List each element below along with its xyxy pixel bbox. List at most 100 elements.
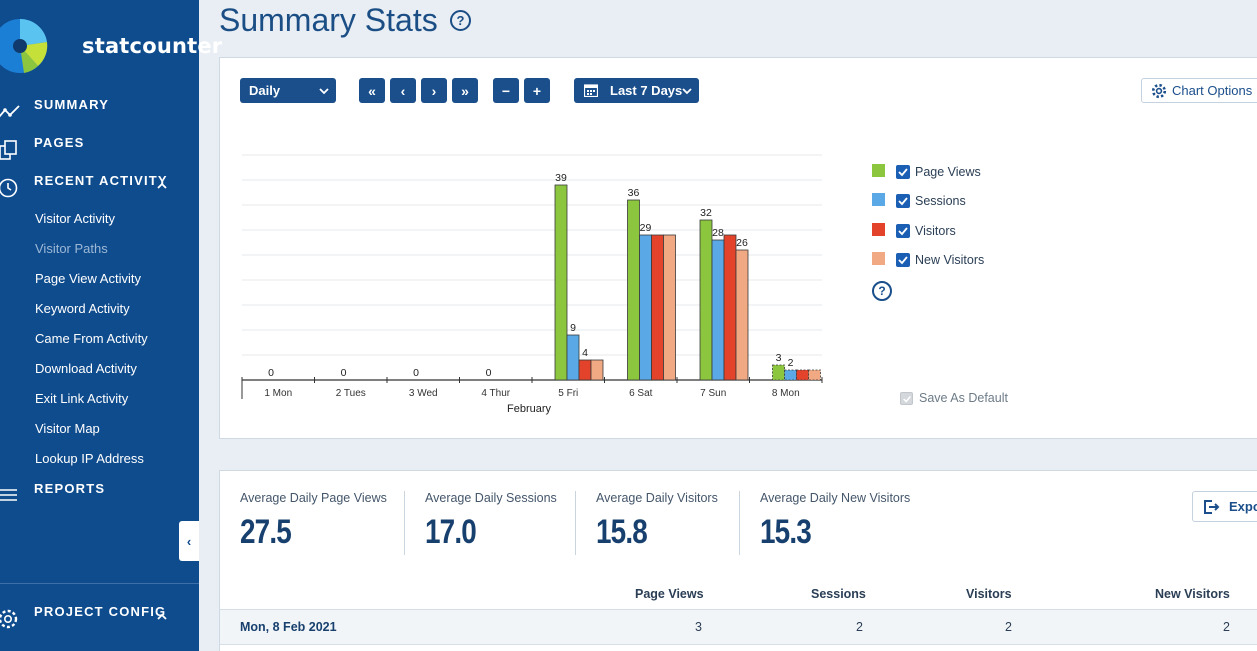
sidebar-divider bbox=[0, 583, 199, 584]
calendar-icon bbox=[584, 84, 598, 97]
stat-divider bbox=[575, 491, 576, 555]
data-label: 9 bbox=[570, 322, 576, 334]
chevron-down-icon bbox=[319, 88, 329, 95]
nav-label: PROJECT CONFIG bbox=[34, 603, 167, 619]
legend-label: Sessions bbox=[915, 194, 966, 208]
next-period-button[interactable]: › bbox=[421, 78, 447, 103]
stat-label: Average Daily Page Views bbox=[240, 491, 387, 505]
collapse-sidebar-button[interactable]: ‹ bbox=[179, 521, 199, 561]
check-icon bbox=[898, 197, 908, 206]
data-label: 0 bbox=[341, 367, 347, 379]
stat-label: Average Daily Visitors bbox=[596, 491, 718, 505]
x-tick-label: 3 Wed bbox=[409, 388, 438, 399]
check-icon bbox=[898, 227, 908, 236]
clock-icon bbox=[0, 178, 18, 198]
stat-value: 15.3 bbox=[760, 513, 812, 551]
nav-lookup-ip[interactable]: Lookup IP Address bbox=[35, 451, 144, 466]
nav-visitor-map[interactable]: Visitor Map bbox=[35, 421, 100, 436]
checkbox-box[interactable] bbox=[900, 392, 913, 405]
chart-panel: Daily « ‹ › » − + Last 7 Days Chart Opti… bbox=[219, 57, 1257, 439]
data-label: 29 bbox=[640, 222, 652, 234]
bar-chart: 1 Mon 2 Tues 3 Wed 4 Thur 5 Fri 6 Sat 7 Sun 8 M… bbox=[241, 154, 823, 415]
chevron-up-icon bbox=[157, 182, 167, 189]
brand-name: statcounter bbox=[82, 34, 223, 58]
data-label: 3 bbox=[776, 352, 782, 364]
column-header-page-views[interactable]: Page Views bbox=[635, 587, 704, 601]
chevron-down-icon bbox=[682, 88, 692, 95]
column-header-sessions[interactable]: Sessions bbox=[811, 587, 866, 601]
table-row[interactable] bbox=[220, 609, 1257, 645]
table-cell-page-views: 3 bbox=[695, 620, 702, 634]
statcounter-logo[interactable]: statcounter bbox=[0, 16, 222, 76]
stat-avg-new-visitors: Average Daily New Visitors 15.3 bbox=[760, 491, 910, 552]
legend-swatch bbox=[872, 223, 885, 236]
export-label: Export bbox=[1229, 499, 1257, 514]
data-label: 28 bbox=[712, 227, 724, 239]
pages-icon bbox=[0, 140, 17, 160]
help-icon[interactable]: ? bbox=[450, 10, 471, 31]
chevron-left-icon: ‹ bbox=[186, 533, 192, 549]
stats-panel: Average Daily Page Views 27.5 Average Da… bbox=[219, 470, 1257, 651]
check-icon bbox=[903, 396, 911, 403]
legend-label: Page Views bbox=[915, 165, 981, 179]
list-icon bbox=[0, 489, 17, 501]
stat-label: Average Daily Sessions bbox=[425, 491, 557, 505]
stat-value: 27.5 bbox=[240, 513, 292, 551]
x-tick-label: 5 Fri bbox=[558, 388, 578, 399]
data-label: 0 bbox=[268, 367, 274, 379]
last-period-button[interactable]: » bbox=[452, 78, 478, 103]
zoom-in-button[interactable]: + bbox=[524, 78, 550, 103]
table-cell-new-visitors: 2 bbox=[1223, 620, 1230, 634]
legend-checkbox[interactable] bbox=[896, 194, 910, 208]
legend-swatch bbox=[872, 252, 885, 265]
column-header-visitors[interactable]: Visitors bbox=[966, 587, 1012, 601]
nav-came-from-activity[interactable]: Came From Activity bbox=[35, 331, 148, 346]
legend-checkbox[interactable] bbox=[896, 165, 910, 179]
stat-avg-page-views: Average Daily Page Views 27.5 bbox=[240, 491, 387, 552]
column-header-new-visitors[interactable]: New Visitors bbox=[1155, 587, 1230, 601]
table-cell-visitors: 2 bbox=[1005, 620, 1012, 634]
page-title: Summary Stats bbox=[219, 2, 438, 38]
data-label: 0 bbox=[413, 367, 419, 379]
zoom-out-button[interactable]: − bbox=[493, 78, 519, 103]
table-cell-date[interactable]: Mon, 8 Feb 2021 bbox=[240, 620, 337, 634]
date-range-select[interactable]: Last 7 Days bbox=[574, 78, 699, 103]
bar-visitors bbox=[578, 359, 592, 381]
chart-options-button[interactable]: Chart Options bbox=[1141, 78, 1257, 103]
data-label: 32 bbox=[700, 207, 712, 219]
legend-checkbox[interactable] bbox=[896, 253, 910, 267]
prev-period-button[interactable]: ‹ bbox=[390, 78, 416, 103]
gear-icon bbox=[0, 609, 18, 629]
nav-keyword-activity[interactable]: Keyword Activity bbox=[35, 301, 130, 316]
statcounter-logo-icon bbox=[0, 18, 48, 73]
nav-download-activity[interactable]: Download Activity bbox=[35, 361, 137, 376]
x-tick-label: 6 Sat bbox=[629, 388, 653, 399]
bar-page-views bbox=[699, 219, 713, 381]
nav-visitor-paths[interactable]: Visitor Paths bbox=[35, 241, 108, 256]
bar-sessions bbox=[566, 334, 580, 381]
x-tick-label: 2 Tues bbox=[336, 388, 366, 399]
stat-avg-visitors: Average Daily Visitors 15.8 bbox=[596, 491, 718, 552]
nav-exit-link-activity[interactable]: Exit Link Activity bbox=[35, 391, 129, 406]
legend-checkbox[interactable] bbox=[896, 224, 910, 238]
x-tick-label: 1 Mon bbox=[264, 388, 292, 399]
stat-divider bbox=[404, 491, 405, 555]
gear-icon bbox=[1151, 83, 1167, 99]
sidebar: statcounter SUMMARY PAGES RECENT ACTIVIT… bbox=[0, 0, 222, 651]
stat-divider bbox=[739, 491, 740, 555]
legend-help-icon[interactable]: ? bbox=[872, 281, 892, 301]
nav-visitor-activity[interactable]: Visitor Activity bbox=[35, 211, 115, 226]
nav-label: PAGES bbox=[34, 134, 85, 150]
export-button[interactable]: Export bbox=[1192, 491, 1257, 522]
x-tick-label: 4 Thur bbox=[481, 388, 510, 399]
bar-page-views bbox=[627, 199, 640, 381]
legend-label: Visitors bbox=[915, 224, 956, 238]
check-icon bbox=[898, 256, 908, 265]
nav-page-view-activity[interactable]: Page View Activity bbox=[35, 271, 141, 286]
first-period-button[interactable]: « bbox=[359, 78, 385, 103]
data-label: 26 bbox=[736, 237, 748, 249]
stat-value: 15.8 bbox=[596, 513, 648, 551]
period-select[interactable]: Daily bbox=[240, 78, 336, 103]
bar-visitors bbox=[796, 369, 809, 381]
bar-sessions bbox=[639, 234, 652, 381]
